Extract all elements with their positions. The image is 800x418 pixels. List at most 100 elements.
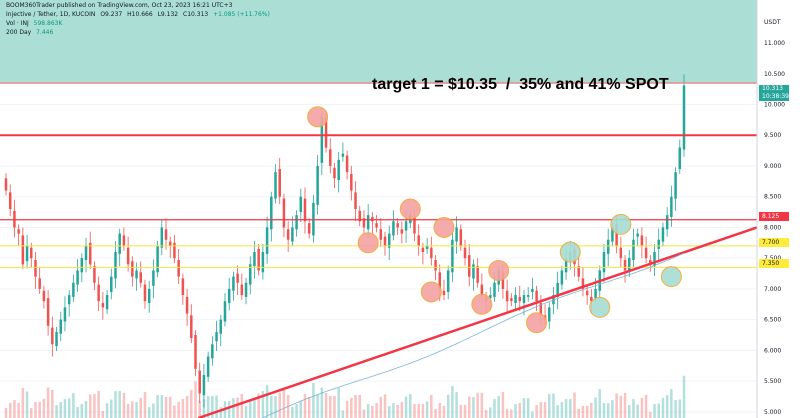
volume-bar: [42, 398, 46, 418]
volume-bar: [215, 395, 218, 418]
volume-bar: [564, 399, 568, 418]
volume-bar: [337, 388, 340, 418]
volume-bar: [581, 405, 585, 418]
volume-bar: [341, 410, 345, 418]
annotation-circle-red: [433, 216, 455, 238]
candle-body: [649, 260, 652, 265]
candle-body: [257, 248, 260, 271]
volume-bar: [489, 407, 492, 418]
volume-bar: [206, 396, 210, 418]
volume-bar: [110, 399, 113, 418]
candle-body: [518, 296, 522, 302]
candle-body: [615, 224, 618, 246]
candle-body: [282, 198, 286, 228]
candle-body: [510, 298, 513, 302]
candle-body: [122, 235, 126, 246]
candle-body: [611, 227, 614, 242]
volume-bar: [114, 391, 117, 418]
candle-body: [185, 296, 189, 314]
volume-bar: [333, 395, 336, 418]
countdown: 10:38:39: [762, 93, 789, 100]
candle-body: [143, 284, 147, 302]
y-tick-label: 6.000: [764, 347, 781, 354]
y-tick-label: 8.000: [764, 224, 781, 231]
y-axis: 11.000 10.500 10.000 9.500 9.000 8.500 8.000 7.…: [764, 40, 785, 416]
candle-body: [400, 229, 404, 234]
ohlc-low: L9.132: [157, 11, 179, 18]
candle-body: [417, 235, 420, 246]
candle-body: [505, 290, 509, 302]
candle-body: [101, 303, 105, 308]
candle-body: [80, 258, 84, 273]
volume-bar: [636, 404, 639, 418]
candle-body: [467, 255, 471, 277]
annotation-circle-red: [526, 312, 548, 334]
candle-body: [278, 169, 281, 197]
annotation-circle-red: [471, 293, 493, 315]
candle-body: [670, 196, 673, 217]
candle-body: [535, 290, 538, 302]
candle-body: [627, 258, 631, 273]
candle-body: [581, 278, 585, 289]
candle-body: [21, 235, 25, 265]
candle-body: [324, 118, 328, 148]
candle-body: [76, 270, 79, 285]
candle-body: [160, 227, 164, 248]
volume-bar: [514, 404, 517, 418]
volume-bar: [156, 395, 159, 418]
volume-bar: [611, 400, 614, 418]
symbol-name: Injective / Tether, 1D, KUCOIN: [6, 11, 96, 18]
volume-bar: [430, 394, 433, 418]
volume-bar: [535, 404, 538, 418]
y-tick-label: 9.500: [764, 132, 781, 139]
candle-body: [206, 356, 210, 377]
volume-bar: [539, 401, 543, 418]
candle-body: [480, 284, 484, 296]
volume-layer: [4, 375, 686, 418]
candle-body: [67, 295, 71, 305]
candle-body: [114, 252, 117, 279]
volume-bar: [303, 393, 307, 418]
candle-body: [97, 284, 100, 302]
volume-bar: [678, 399, 682, 418]
symbol-line: Injective / Tether, 1D, KUCOIN O9.237 H1…: [6, 11, 273, 19]
volume-bar: [421, 403, 425, 418]
volume-bar: [202, 399, 206, 418]
candle-body: [202, 374, 206, 396]
candle-body: [602, 252, 606, 273]
price-tag-support-lower: 7.350: [759, 259, 789, 268]
volume-bar: [55, 405, 58, 418]
volume-bar: [497, 396, 500, 418]
volume-bar: [619, 395, 623, 418]
volume-bar: [467, 396, 471, 418]
y-tick-label: 10.000: [764, 102, 785, 109]
candle-body: [139, 272, 143, 283]
volume-bar: [101, 410, 105, 418]
levels-layer: [0, 82, 758, 418]
volume-bar: [168, 396, 172, 418]
candle-body: [261, 252, 265, 273]
candle-body: [375, 223, 378, 228]
volume-bar: [139, 397, 143, 418]
candle-body: [34, 260, 37, 277]
candle-body: [135, 270, 138, 279]
annotation-circle-red: [307, 106, 329, 128]
published-line: BOOM360Trader published on TradingView.c…: [6, 2, 233, 9]
candle-body: [425, 245, 429, 249]
candle-body: [392, 221, 395, 236]
candle-body: [682, 85, 686, 150]
volume-bar: [152, 403, 155, 418]
candle-body: [362, 218, 366, 228]
volume-bar: [173, 405, 176, 418]
volume-bar: [265, 385, 269, 418]
ma-value: 7.446: [36, 29, 54, 36]
volume-bar: [665, 395, 669, 418]
candle-body: [270, 196, 273, 230]
volume-bar: [358, 394, 361, 418]
volume-bar: [63, 399, 67, 418]
volume-bar: [657, 403, 660, 418]
volume-bar: [257, 393, 260, 418]
volume-bar: [371, 405, 374, 418]
